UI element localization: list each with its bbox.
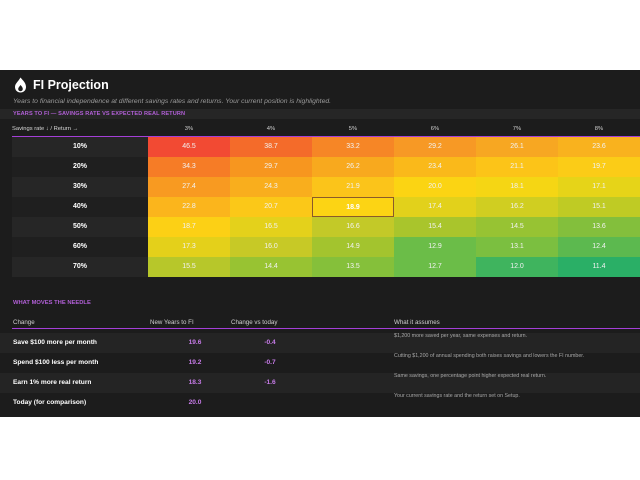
heatmap-cell: 26.2 [312, 157, 394, 177]
flame-icon [15, 77, 26, 93]
heatmap-cell: 24.3 [230, 177, 312, 197]
heatmap-cell: 21.9 [312, 177, 394, 197]
savings-rate-label: 40% [72, 203, 87, 210]
return-header: 7% [512, 126, 522, 132]
heatmap-cell: 17.4 [394, 197, 476, 217]
heatmap-cell: 15.1 [558, 197, 640, 217]
needle-section-title: WHAT MOVES THE NEEDLE [13, 300, 91, 306]
savings-rate-label: 60% [72, 243, 87, 250]
heatmap-cell: 20.0 [394, 177, 476, 197]
heatmap-cell: 18.1 [476, 177, 558, 197]
heatmap-cell: 23.6 [558, 137, 640, 157]
title-row: FI Projection [14, 77, 109, 93]
heatmap-cell: 38.7 [230, 137, 312, 157]
heatmap-cell: 34.3 [148, 157, 230, 177]
row-label-bg [12, 137, 148, 157]
savings-rate-label: 50% [72, 223, 87, 230]
heatmap-cell: 29.7 [230, 157, 312, 177]
heatmap-cell: 33.2 [312, 137, 394, 157]
page-title: FI Projection [33, 78, 109, 92]
needle-new-years: 18.3 [188, 379, 202, 386]
needle-row: Save $100 more per month 19.6 -0.4 $1,20… [0, 333, 640, 353]
heatmap-header-row: Savings rate ↓ / Return → 3% 4% 5% 6% 7%… [0, 122, 640, 136]
savings-rate-label: 70% [72, 263, 87, 270]
heatmap-cell: 14.4 [230, 257, 312, 277]
header-divider [12, 136, 640, 137]
heatmap-cell: 23.4 [394, 157, 476, 177]
heatmap-cell: 20.7 [230, 197, 312, 217]
needle-change-label: Save $100 more per month [13, 339, 97, 346]
heatmap-cell: 18.7 [148, 217, 230, 237]
row-label-bg [12, 157, 148, 177]
return-header: 5% [348, 126, 358, 132]
row-label-bg [12, 257, 148, 277]
needle-assumption: Cutting $1,200 of annual spending both r… [394, 353, 585, 359]
heatmap-title-band [0, 109, 640, 119]
heatmap-cell: 15.4 [394, 217, 476, 237]
savings-rate-label: 30% [72, 183, 87, 190]
needle-change-label: Earn 1% more real return [13, 379, 92, 386]
return-header: 6% [430, 126, 440, 132]
heatmap-cell: 14.9 [312, 237, 394, 257]
needle-new-years: 19.6 [188, 339, 202, 346]
heatmap-cell: 17.3 [148, 237, 230, 257]
needle-change-vs-today: -0.4 [264, 339, 276, 346]
heatmap-cell: 17.1 [558, 177, 640, 197]
heatmap-cell: 16.2 [476, 197, 558, 217]
heatmap-cell: 26.1 [476, 137, 558, 157]
heatmap-cell: 13.5 [312, 257, 394, 277]
needle-col-change: Change [13, 319, 35, 326]
heatmap-section-title: YEARS TO FI — SAVINGS RATE VS EXPECTED R… [13, 111, 186, 117]
needle-change-vs-today: -1.6 [264, 379, 276, 386]
needle-change-label: Today (for comparison) [13, 399, 87, 406]
row-label-bg [12, 177, 148, 197]
heatmap-cell: 22.8 [148, 197, 230, 217]
needle-row: Earn 1% more real return 18.3 -1.6 Same … [0, 373, 640, 393]
page-subtitle: Years to financial independence at diffe… [13, 98, 332, 105]
needle-col-delta: Change vs today [231, 319, 278, 326]
needle-assumption: Same savings, one percentage point highe… [394, 373, 547, 379]
needle-assumption: Your current savings rate and the return… [394, 393, 520, 399]
heatmap-cell: 13.6 [558, 217, 640, 237]
return-header: 3% [184, 126, 194, 132]
heatmap-cell: 13.1 [476, 237, 558, 257]
needle-col-assumes: What it assumes [394, 319, 440, 326]
needle-change-vs-today: -0.7 [264, 359, 276, 366]
fi-projection-panel: FI Projection Years to financial indepen… [0, 70, 640, 417]
savings-rate-label: 20% [72, 163, 87, 170]
row-label-bg [12, 197, 148, 217]
savings-rate-label: 10% [72, 143, 87, 150]
heatmap-cell: 12.7 [394, 257, 476, 277]
heatmap-cell: 16.6 [312, 217, 394, 237]
row-label-bg [12, 217, 148, 237]
return-header: 4% [266, 126, 276, 132]
heatmap-cell-current: 18.9 [312, 197, 394, 217]
heatmap-cell: 16.0 [230, 237, 312, 257]
needle-change-label: Spend $100 less per month [13, 359, 99, 366]
needle-divider [12, 328, 640, 329]
needle-row: Spend $100 less per month 19.2 -0.7 Cutt… [0, 353, 640, 373]
row-label-bg [12, 237, 148, 257]
needle-new-years: 19.2 [188, 359, 202, 366]
heatmap-cell: 11.4 [558, 257, 640, 277]
needle-col-years: New Years to FI [150, 319, 194, 326]
heatmap-cell: 16.5 [230, 217, 312, 237]
heatmap-cell: 29.2 [394, 137, 476, 157]
heatmap-cell: 12.9 [394, 237, 476, 257]
needle-new-years: 20.0 [188, 399, 202, 406]
heatmap-cell: 19.7 [558, 157, 640, 177]
heatmap-cell: 46.5 [148, 137, 230, 157]
needle-row: Today (for comparison) 20.0 Your current… [0, 393, 640, 413]
heatmap-cell: 15.5 [148, 257, 230, 277]
return-header: 8% [594, 126, 604, 132]
heatmap-cell: 14.5 [476, 217, 558, 237]
heatmap-cell: 21.1 [476, 157, 558, 177]
heatmap-cell: 12.4 [558, 237, 640, 257]
heatmap-cell: 12.0 [476, 257, 558, 277]
heatmap-cell: 27.4 [148, 177, 230, 197]
needle-assumption: $1,200 more saved per year, same expense… [394, 333, 528, 339]
heatmap-corner-label: Savings rate ↓ / Return → [12, 126, 79, 132]
